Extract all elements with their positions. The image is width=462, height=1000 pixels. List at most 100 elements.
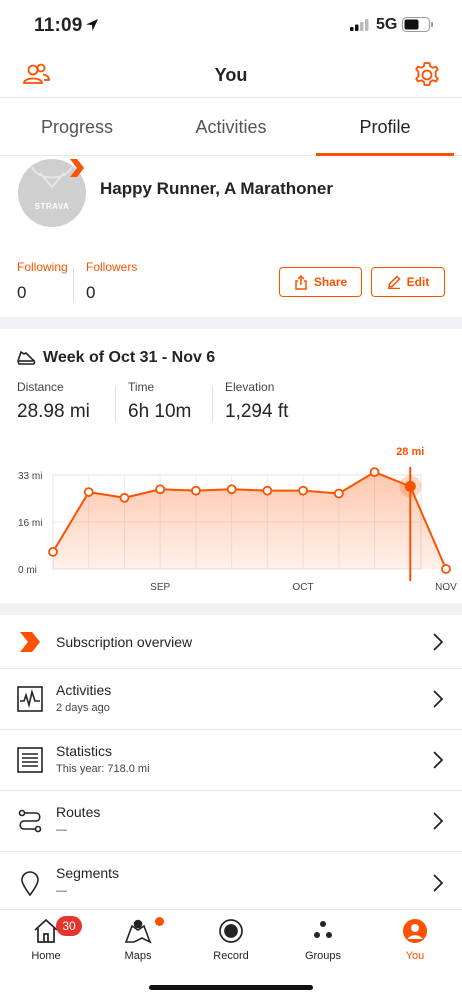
chart-point <box>262 485 273 496</box>
elevation-value: 1,294 ft <box>225 401 289 422</box>
tab-label: Home <box>31 950 61 962</box>
share-label: Share <box>313 275 348 289</box>
list-item-segments[interactable]: Segments — <box>0 852 462 913</box>
elevation-stat: Elevation 1,294 ft <box>225 380 288 423</box>
elevation-label: Elevation <box>225 380 275 394</box>
avatar[interactable]: STRAVA <box>18 159 86 227</box>
distance-value: 28.98 mi <box>17 401 90 422</box>
home-notification-badge: 30 <box>56 916 82 936</box>
chart-point <box>48 547 58 557</box>
list-item-title: Activities <box>56 682 112 698</box>
divider <box>73 268 74 302</box>
tab-groups[interactable]: Groups <box>277 910 369 970</box>
chevron-right-icon <box>433 812 444 830</box>
find-friends-icon[interactable] <box>22 62 50 86</box>
home-icon <box>34 918 58 943</box>
tab-label: Record <box>213 950 249 962</box>
list-item-subtitle: — <box>56 885 67 897</box>
distance-stat: Distance 28.98 mi <box>17 380 90 423</box>
tab-label: Maps <box>124 950 152 962</box>
divider <box>115 386 116 422</box>
chart-point <box>119 492 130 503</box>
nav-bar: You <box>0 52 462 98</box>
tab-progress[interactable]: Progress <box>40 117 114 137</box>
chart-line <box>52 471 447 570</box>
x-tick-label: NOV <box>435 582 457 593</box>
tab-activities[interactable]: Activities <box>195 117 267 137</box>
weekly-distance-chart[interactable]: 33 mi 16 mi 0 mi SEP OCT NOV 28 mi <box>0 440 462 600</box>
profile-tabs: Progress Activities Profile <box>0 98 462 156</box>
time-stat: Time 6h 10m <box>128 380 191 423</box>
tab-label: Groups <box>304 950 342 962</box>
avatar-watermark: STRAVA <box>34 202 70 211</box>
y-tick-label: 0 mi <box>18 565 37 576</box>
activity-chart-icon <box>17 686 43 712</box>
tab-you[interactable]: You <box>369 910 461 970</box>
x-tick-label: SEP <box>150 582 170 593</box>
location-arrow-icon <box>86 19 98 31</box>
route-icon <box>18 809 42 833</box>
tab-record[interactable]: Record <box>185 910 277 970</box>
chart-point <box>333 488 344 499</box>
list-item-routes[interactable]: Routes — <box>0 791 462 852</box>
status-time: 11:09 <box>34 15 83 36</box>
chevron-right-icon <box>433 873 444 892</box>
map-pin-icon <box>21 870 39 896</box>
statistics-list-icon <box>17 747 43 773</box>
chevron-right-icon <box>433 632 444 651</box>
list-item-title: Statistics <box>56 743 113 759</box>
list-item-subtitle: — <box>56 824 67 836</box>
signal-icon <box>350 19 369 31</box>
chevron-right-icon <box>433 751 444 769</box>
chart-point <box>441 564 451 574</box>
list-item-activities[interactable]: Activities 2 days ago <box>0 669 462 730</box>
list-item-subscription[interactable]: Subscription overview <box>0 615 462 669</box>
page-title: You <box>214 65 248 85</box>
list-item-title: Subscription overview <box>56 634 193 650</box>
chart-point <box>369 467 380 478</box>
y-tick-label: 33 mi <box>18 471 42 482</box>
tab-maps[interactable]: Maps <box>92 910 184 970</box>
pencil-icon <box>387 275 401 289</box>
chart-point <box>298 485 308 496</box>
following-label: Following <box>17 260 68 274</box>
tab-home[interactable]: Home <box>0 910 92 970</box>
maps-new-dot <box>155 917 164 926</box>
battery-icon <box>402 17 433 32</box>
week-title: Week of Oct 31 - Nov 6 <box>43 349 216 366</box>
avatar-placeholder-icon <box>31 166 73 189</box>
y-tick-label: 16 mi <box>18 518 42 529</box>
you-profile-icon <box>403 919 427 943</box>
list-item-title: Segments <box>56 865 120 881</box>
chart-point <box>155 484 166 495</box>
following-count: 0 <box>17 283 27 302</box>
share-icon <box>295 274 307 290</box>
section-separator <box>0 317 462 329</box>
divider <box>212 386 213 422</box>
chevron-right-icon <box>433 690 444 708</box>
distance-label: Distance <box>17 380 64 394</box>
time-value: 6h 10m <box>128 401 192 422</box>
strava-chevron-badge-icon <box>70 159 84 177</box>
strava-chevron-icon <box>20 631 40 652</box>
section-separator <box>0 603 462 615</box>
maps-icon <box>124 919 152 944</box>
edit-label: Edit <box>406 275 430 289</box>
list-item-statistics[interactable]: Statistics This year: 718.0 mi <box>0 730 462 791</box>
chart-area <box>53 472 446 569</box>
following-stat[interactable]: Following 0 <box>17 260 68 303</box>
athlete-name: Happy Runner, A Marathoner <box>100 179 333 198</box>
followers-stat[interactable]: Followers 0 <box>86 260 137 303</box>
share-button[interactable]: Share <box>279 267 362 297</box>
x-tick-label: OCT <box>293 582 314 593</box>
groups-icon <box>314 921 332 938</box>
chart-point <box>191 485 201 496</box>
tab-profile[interactable]: Profile <box>308 98 462 156</box>
time-label: Time <box>128 380 155 394</box>
list-item-title: Routes <box>56 804 101 820</box>
settings-gear-icon[interactable] <box>413 61 441 89</box>
chart-point-selected <box>404 480 416 492</box>
list-item-subtitle: This year: 718.0 mi <box>56 763 150 775</box>
edit-profile-button[interactable]: Edit <box>371 267 445 297</box>
status-bar: 11:09 5G <box>0 0 462 52</box>
